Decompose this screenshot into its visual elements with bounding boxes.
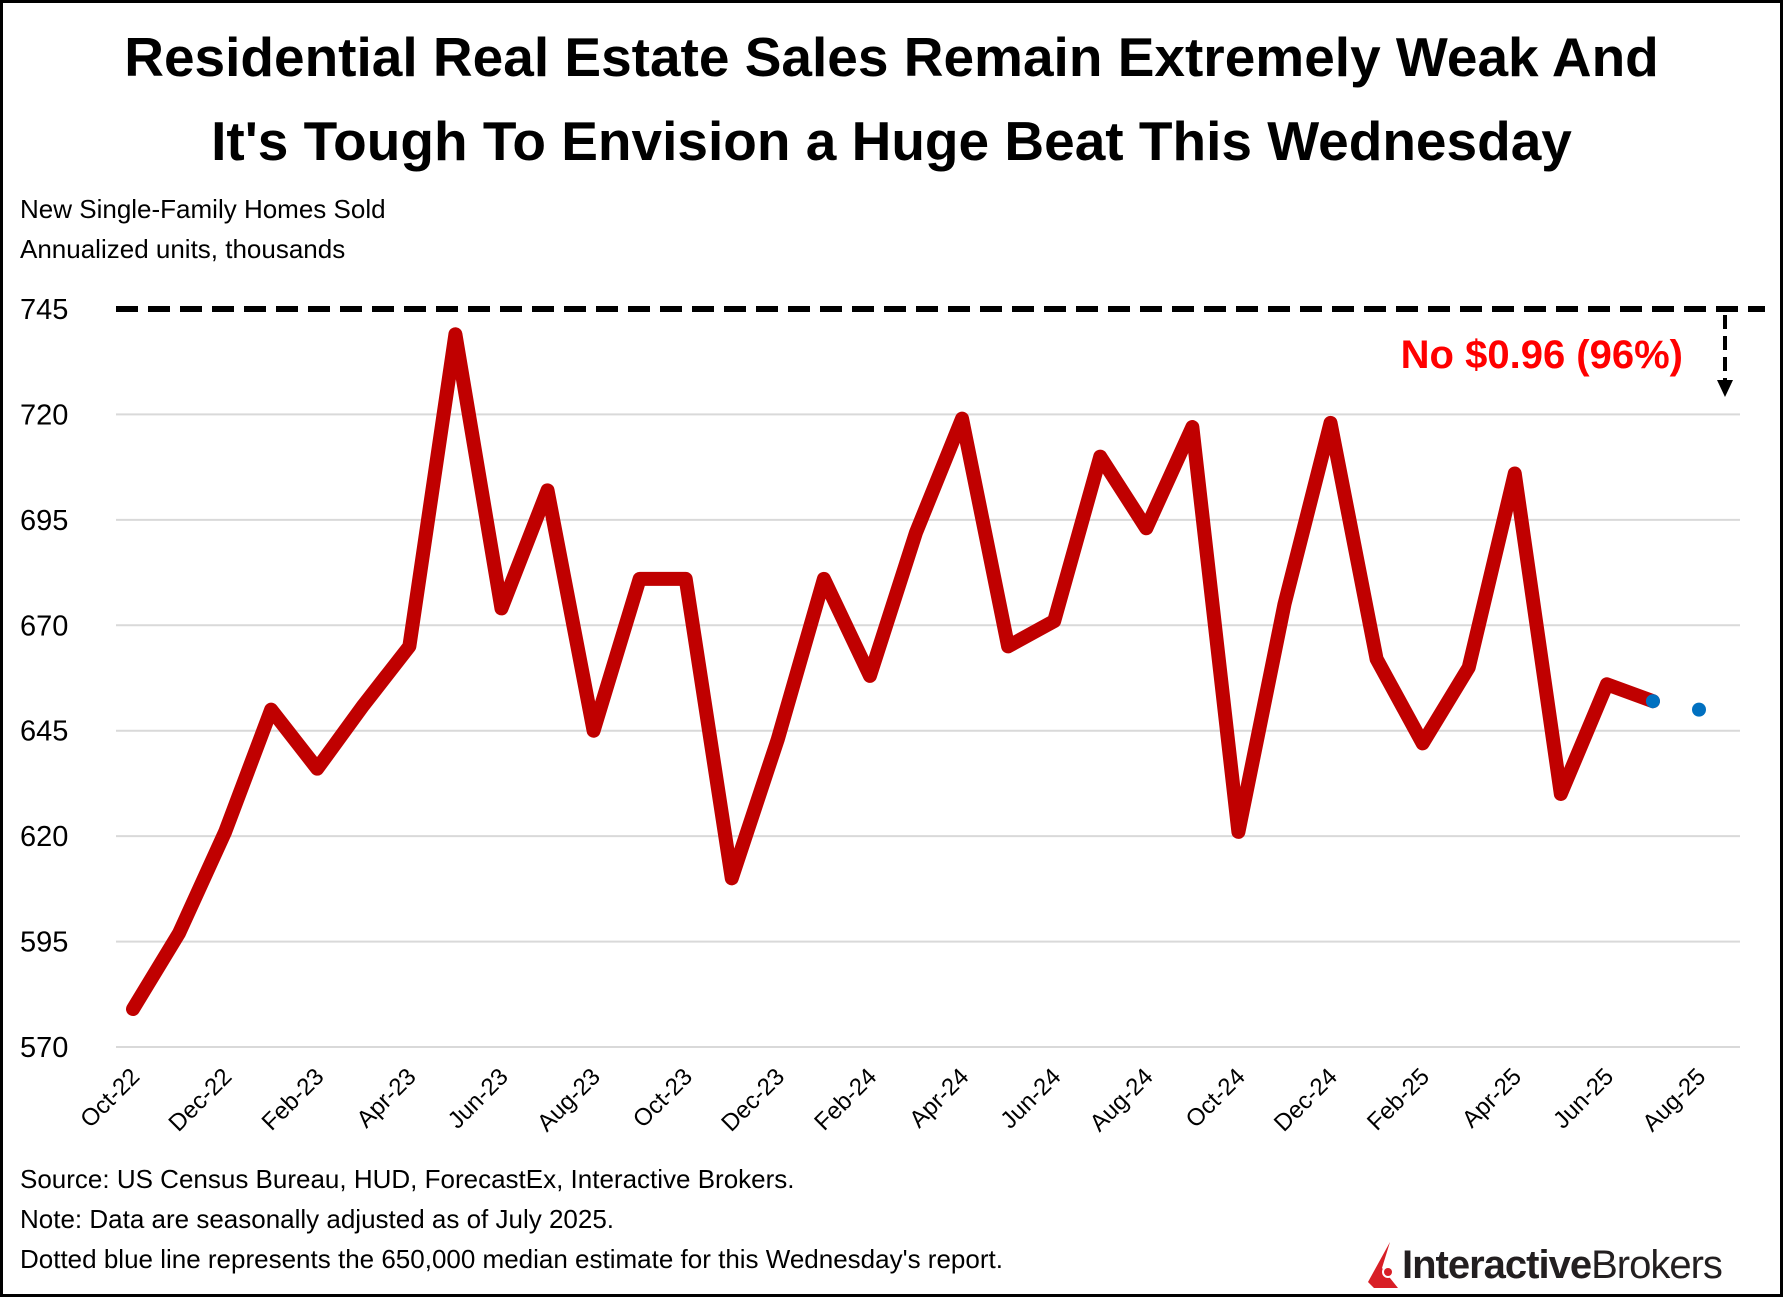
chart-title-line2: It's Tough To Envision a Huge Beat This … [211,110,1572,172]
source-note: Source: US Census Bureau, HUD, ForecastE… [20,1164,795,1194]
x-tick-label: Feb-23 [257,1063,330,1136]
x-tick-label: Dec-24 [1269,1063,1343,1137]
series-line [126,327,1660,1017]
y-tick-label: 595 [20,927,68,959]
y-tick-label: 570 [20,1032,68,1064]
logo-mark-icon [1368,1242,1398,1288]
y-tick-label: 695 [20,505,68,537]
x-tick-label: Dec-23 [716,1063,790,1137]
x-tick-label: Feb-24 [809,1063,882,1136]
x-tick-label: Aug-24 [1085,1063,1159,1137]
estimate-note: Dotted blue line represents the 650,000 … [20,1244,1003,1274]
y-tick-label: 670 [20,610,68,642]
arrow-down-icon [1717,380,1733,397]
estimate-point [1645,694,1660,709]
data-note: Note: Data are seasonally adjusted as of… [20,1204,615,1234]
y-tick-label: 645 [20,716,68,748]
chart-subtitle: New Single-Family Homes Sold [20,194,386,224]
x-tick-label: Dec-22 [164,1063,238,1137]
x-tick-label: Jun-24 [995,1063,1066,1134]
x-tick-label: Jun-23 [443,1063,514,1134]
x-tick-label: Apr-25 [1457,1063,1527,1133]
y-tick-label: 720 [20,399,68,431]
logo-text: InteractiveBrokers [1402,1242,1723,1287]
x-tick-label: Apr-24 [904,1063,974,1133]
x-tick-label: Oct-22 [75,1063,145,1133]
x-tick-label: Jun-25 [1548,1063,1619,1134]
x-tick-label: Oct-24 [1181,1063,1251,1133]
x-tick-label: Aug-25 [1637,1063,1711,1137]
interactive-brokers-logo: InteractiveBrokers [1368,1240,1723,1290]
y-axis-unit: Annualized units, thousands [20,234,346,264]
x-tick-label: Aug-23 [532,1063,606,1137]
chart-title-line1: Residential Real Estate Sales Remain Ext… [124,26,1659,88]
y-tick-label: 620 [20,821,68,853]
estimate-point [1692,702,1706,717]
y-tick-label: 745 [20,294,68,326]
annotation-label: No $0.96 (96%) [1401,333,1683,377]
x-tick-label: Oct-23 [628,1063,698,1133]
x-tick-label: Feb-25 [1362,1063,1435,1136]
x-tick-label: Apr-23 [352,1063,422,1133]
